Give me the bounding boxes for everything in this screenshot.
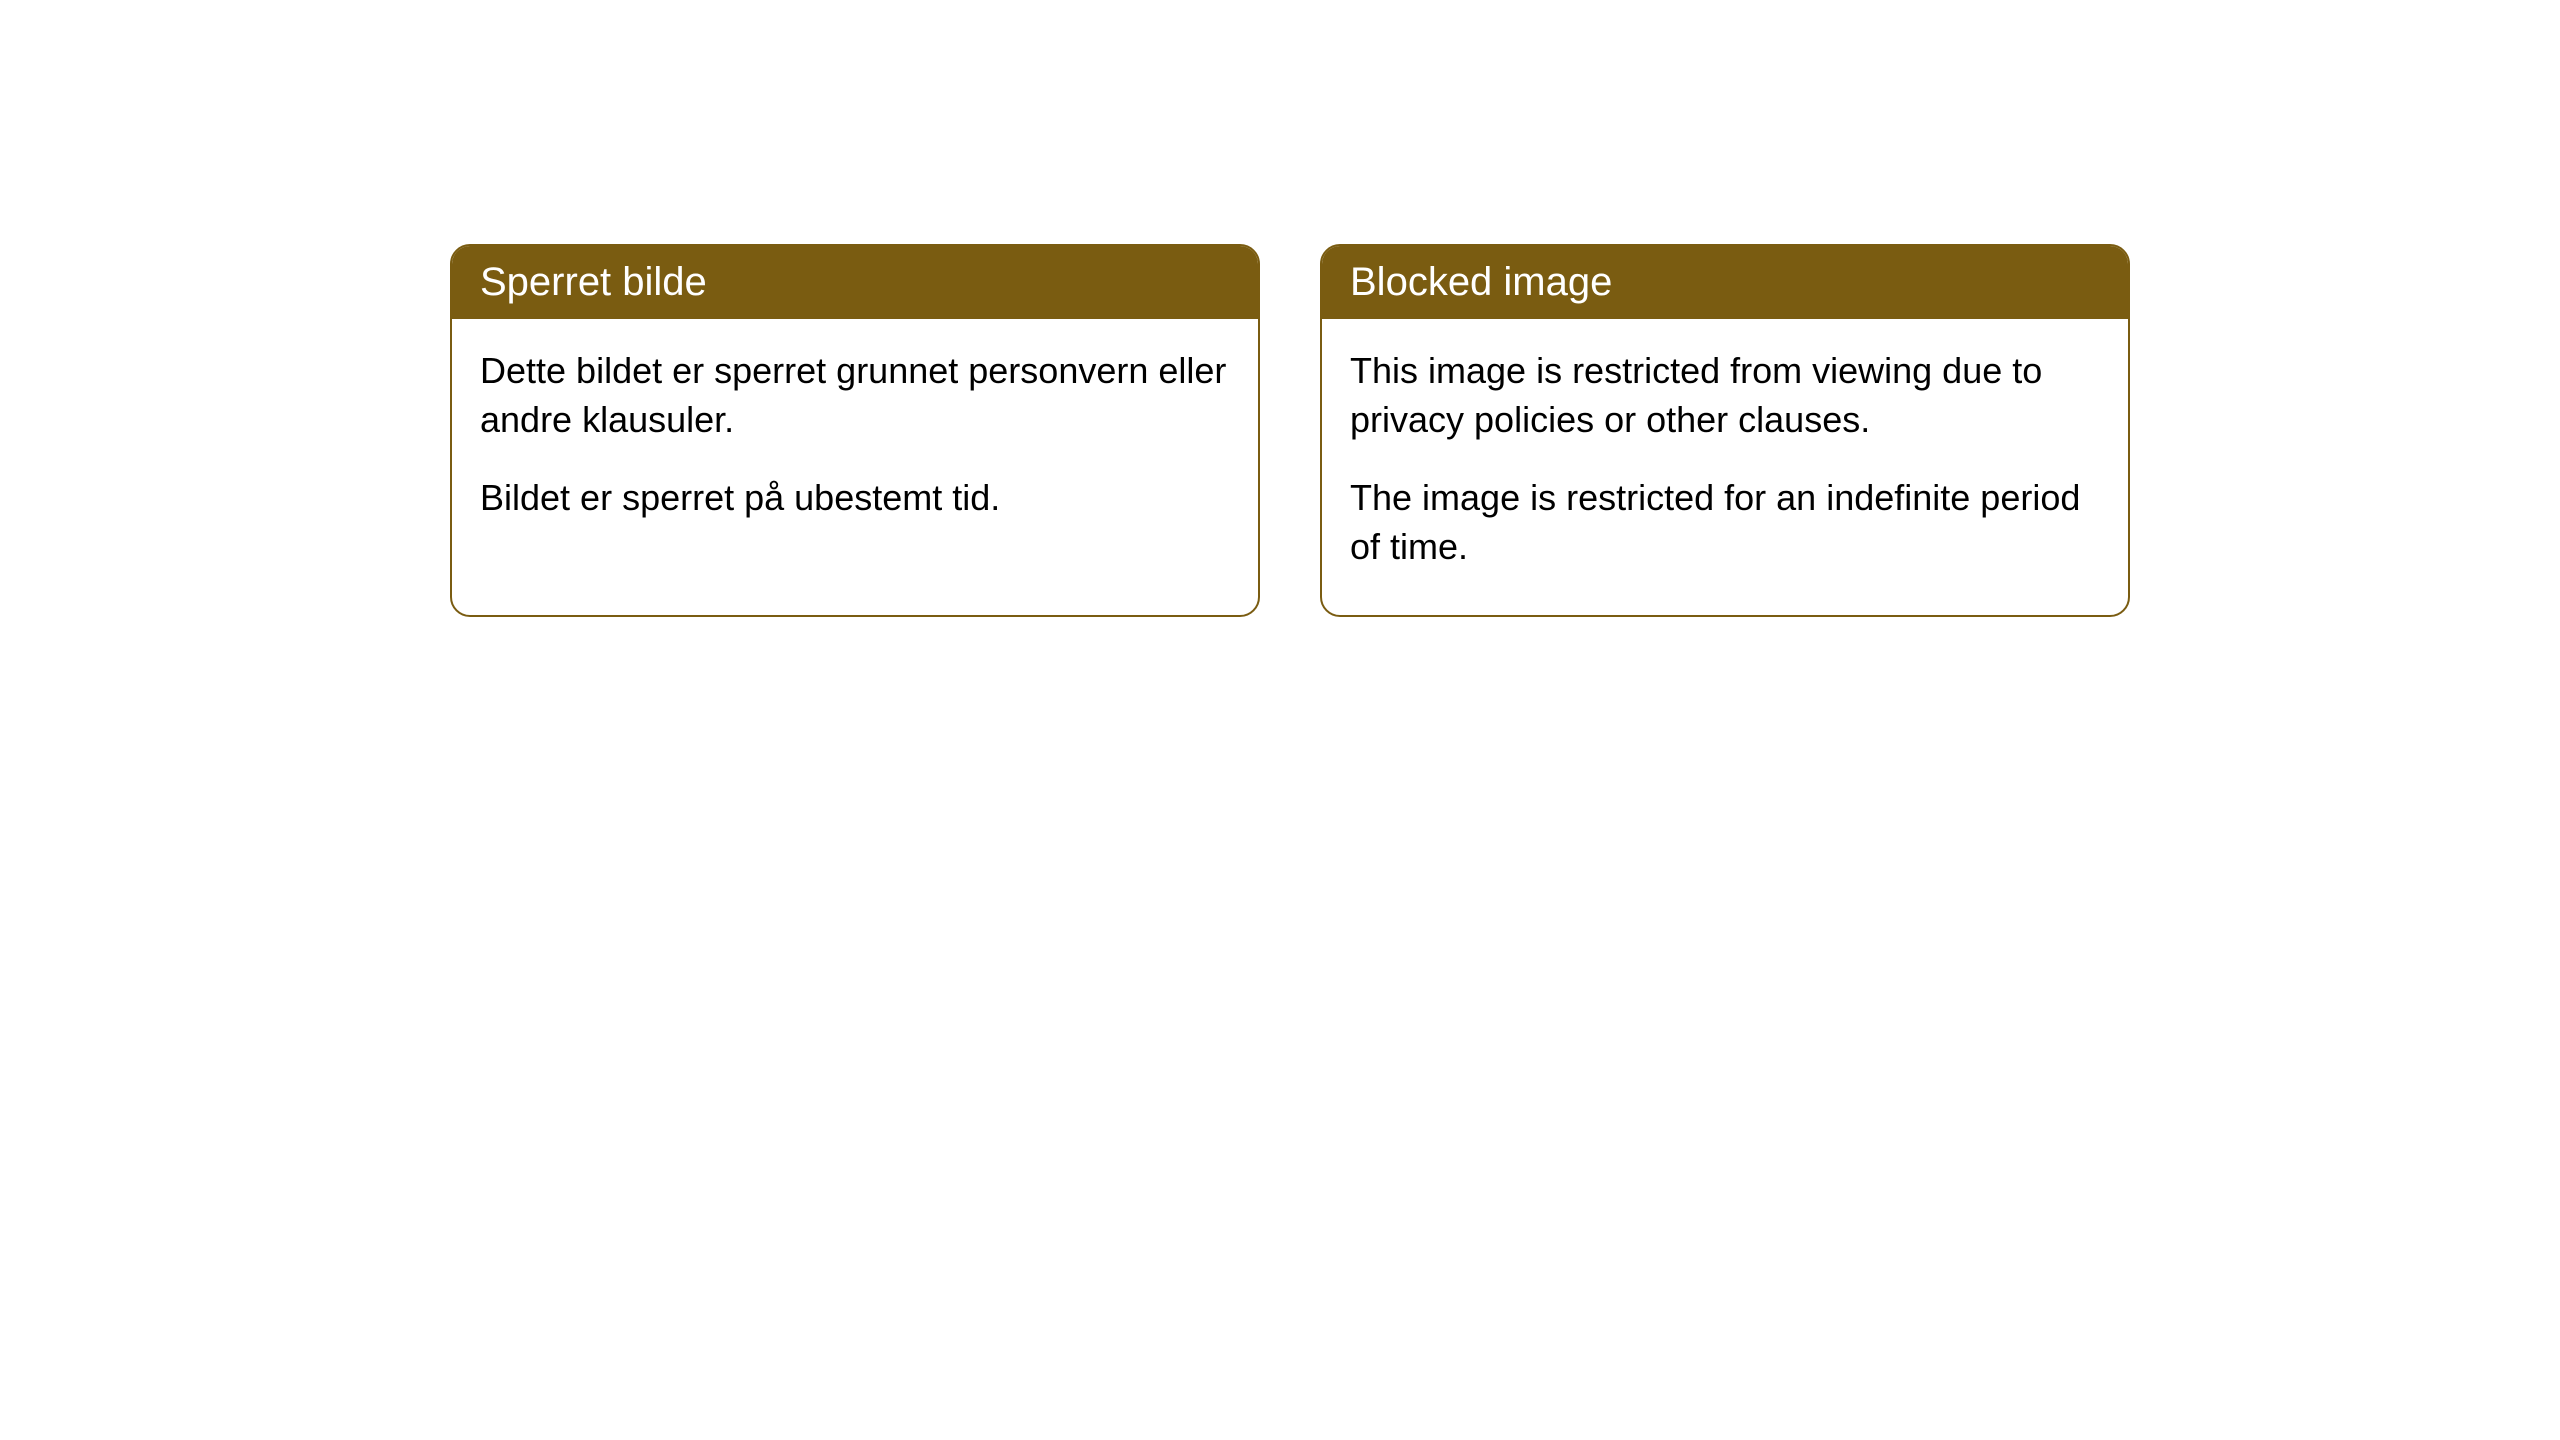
card-body: This image is restricted from viewing du… xyxy=(1322,319,2128,615)
card-title: Sperret bilde xyxy=(480,260,707,304)
card-paragraph-2: The image is restricted for an indefinit… xyxy=(1350,474,2100,571)
card-paragraph-1: Dette bildet er sperret grunnet personve… xyxy=(480,347,1230,444)
card-header: Sperret bilde xyxy=(452,246,1258,319)
card-header: Blocked image xyxy=(1322,246,2128,319)
blocked-image-card-english: Blocked image This image is restricted f… xyxy=(1320,244,2130,617)
card-paragraph-2: Bildet er sperret på ubestemt tid. xyxy=(480,474,1230,523)
card-title: Blocked image xyxy=(1350,260,1612,304)
notice-container: Sperret bilde Dette bildet er sperret gr… xyxy=(0,0,2560,617)
card-body: Dette bildet er sperret grunnet personve… xyxy=(452,319,1258,567)
card-paragraph-1: This image is restricted from viewing du… xyxy=(1350,347,2100,444)
blocked-image-card-norwegian: Sperret bilde Dette bildet er sperret gr… xyxy=(450,244,1260,617)
